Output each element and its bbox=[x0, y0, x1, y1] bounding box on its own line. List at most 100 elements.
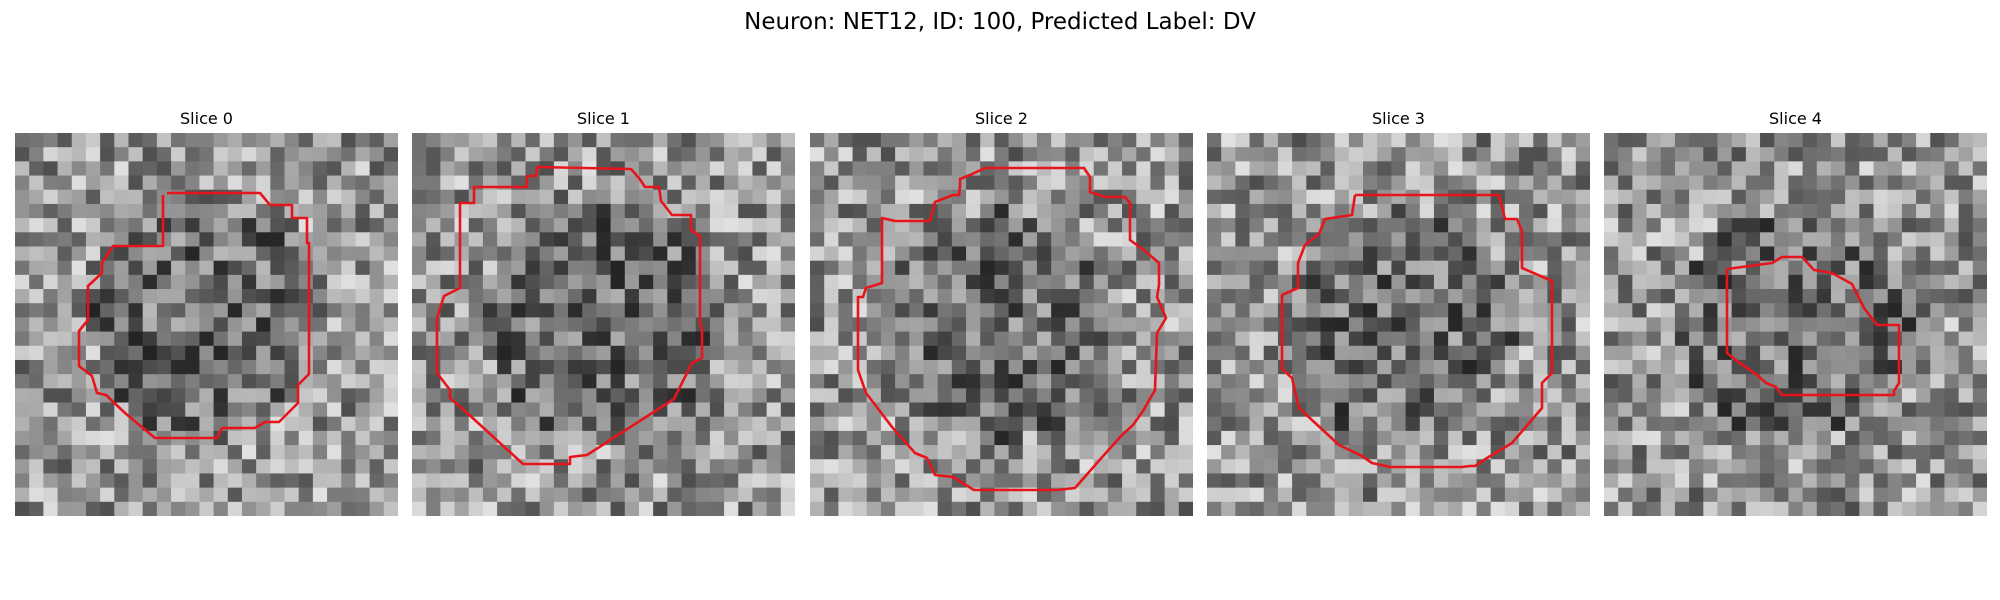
pixel-cell bbox=[1689, 402, 1704, 418]
pixel-cell bbox=[824, 232, 839, 248]
pixel-cell bbox=[810, 175, 825, 191]
pixel-cell bbox=[284, 345, 300, 361]
pixel-cell bbox=[937, 246, 953, 262]
pixel-cell bbox=[553, 289, 569, 304]
pixel-cell bbox=[312, 147, 328, 162]
pixel-cell bbox=[1561, 501, 1577, 516]
pixel-cell bbox=[582, 175, 598, 191]
pixel-cell bbox=[511, 274, 527, 290]
pixel-cell bbox=[1504, 430, 1520, 446]
pixel-cell bbox=[383, 388, 398, 404]
pixel-cell bbox=[312, 416, 328, 432]
pixel-cell bbox=[1972, 133, 1987, 148]
pixel-cell bbox=[156, 501, 172, 516]
pixel-cell bbox=[1036, 430, 1052, 446]
pixel-cell bbox=[1717, 402, 1733, 418]
pixel-cell bbox=[1079, 374, 1095, 389]
pixel-cell bbox=[980, 473, 996, 489]
pixel-cell bbox=[1391, 416, 1407, 432]
pixel-cell bbox=[256, 246, 271, 262]
pixel-cell bbox=[454, 473, 470, 489]
pixel-cell bbox=[43, 402, 59, 418]
pixel-cell bbox=[341, 218, 357, 233]
pixel-cell bbox=[1504, 345, 1520, 361]
pixel-cell bbox=[1008, 246, 1024, 262]
pixel-cell bbox=[1972, 331, 1987, 347]
pixel-cell bbox=[383, 416, 398, 432]
pixel-cell bbox=[553, 317, 569, 333]
pixel-cell bbox=[1519, 459, 1534, 475]
pixel-cell bbox=[412, 203, 427, 219]
pixel-cell bbox=[57, 459, 73, 475]
pixel-cell bbox=[327, 133, 342, 148]
pixel-cell bbox=[1207, 402, 1222, 418]
pixel-cell bbox=[653, 388, 668, 404]
pixel-cell bbox=[866, 260, 882, 276]
pixel-cell bbox=[355, 402, 371, 418]
pixel-cell bbox=[100, 473, 115, 489]
pixel-cell bbox=[838, 473, 854, 489]
pixel-cell bbox=[1476, 289, 1492, 304]
pixel-cell bbox=[1674, 445, 1690, 460]
pixel-cell bbox=[1547, 246, 1563, 262]
pixel-cell bbox=[1859, 175, 1875, 191]
pixel-cell bbox=[568, 203, 583, 219]
pixel-cell bbox=[895, 260, 910, 276]
pixel-cell bbox=[213, 402, 229, 418]
pixel-cell bbox=[440, 274, 456, 290]
pixel-cell bbox=[923, 175, 939, 191]
pixel-cell bbox=[1363, 388, 1378, 404]
pixel-cell bbox=[312, 345, 328, 361]
pixel-cell bbox=[312, 501, 328, 516]
pixel-cell bbox=[1348, 133, 1364, 148]
pixel-cell bbox=[1519, 218, 1534, 233]
pixel-cell bbox=[1433, 303, 1449, 319]
pixel-cell bbox=[923, 274, 939, 290]
pixel-cell bbox=[114, 289, 130, 304]
pixel-cell bbox=[383, 345, 398, 361]
pixel-cell bbox=[539, 374, 555, 389]
pixel-cell bbox=[270, 359, 286, 375]
pixel-cell bbox=[312, 374, 328, 389]
pixel-cell bbox=[1830, 501, 1846, 516]
pixel-cell bbox=[1674, 189, 1690, 205]
pixel-cell bbox=[937, 388, 953, 404]
pixel-cell bbox=[1958, 218, 1974, 233]
pixel-cell bbox=[1788, 289, 1804, 304]
pixel-cell bbox=[596, 232, 612, 248]
pixel-cell bbox=[653, 303, 668, 319]
pixel-cell bbox=[369, 189, 385, 205]
pixel-cell bbox=[100, 133, 115, 148]
pixel-cell bbox=[1887, 487, 1903, 503]
pixel-cell bbox=[724, 175, 739, 191]
pixel-cell bbox=[1646, 430, 1662, 446]
pixel-cell bbox=[85, 289, 101, 304]
pixel-cell bbox=[1334, 260, 1350, 276]
pixel-cell bbox=[980, 487, 996, 503]
pixel-cell bbox=[1249, 133, 1265, 148]
pixel-cell bbox=[1674, 232, 1690, 248]
pixel-cell bbox=[951, 218, 967, 233]
pixel-cell bbox=[1051, 175, 1066, 191]
pixel-cell bbox=[284, 359, 300, 375]
pixel-cell bbox=[1249, 374, 1265, 389]
pixel-cell bbox=[256, 232, 271, 248]
pixel-cell bbox=[1930, 246, 1946, 262]
pixel-cell bbox=[1745, 289, 1761, 304]
pixel-cell bbox=[1363, 374, 1378, 389]
pixel-cell bbox=[738, 487, 754, 503]
pixel-cell bbox=[1873, 359, 1889, 375]
pixel-cell bbox=[142, 416, 158, 432]
pixel-cell bbox=[1178, 133, 1193, 148]
pixel-cell bbox=[810, 331, 825, 347]
pixel-cell bbox=[1802, 430, 1818, 446]
pixel-cell bbox=[810, 260, 825, 276]
pixel-cell bbox=[582, 374, 598, 389]
pixel-cell bbox=[1830, 232, 1846, 248]
pixel-cell bbox=[1618, 232, 1633, 248]
pixel-cell bbox=[966, 232, 981, 248]
pixel-cell bbox=[937, 317, 953, 333]
pixel-cell bbox=[539, 303, 555, 319]
pixel-cell bbox=[1405, 161, 1421, 177]
pixel-cell bbox=[1774, 501, 1790, 516]
